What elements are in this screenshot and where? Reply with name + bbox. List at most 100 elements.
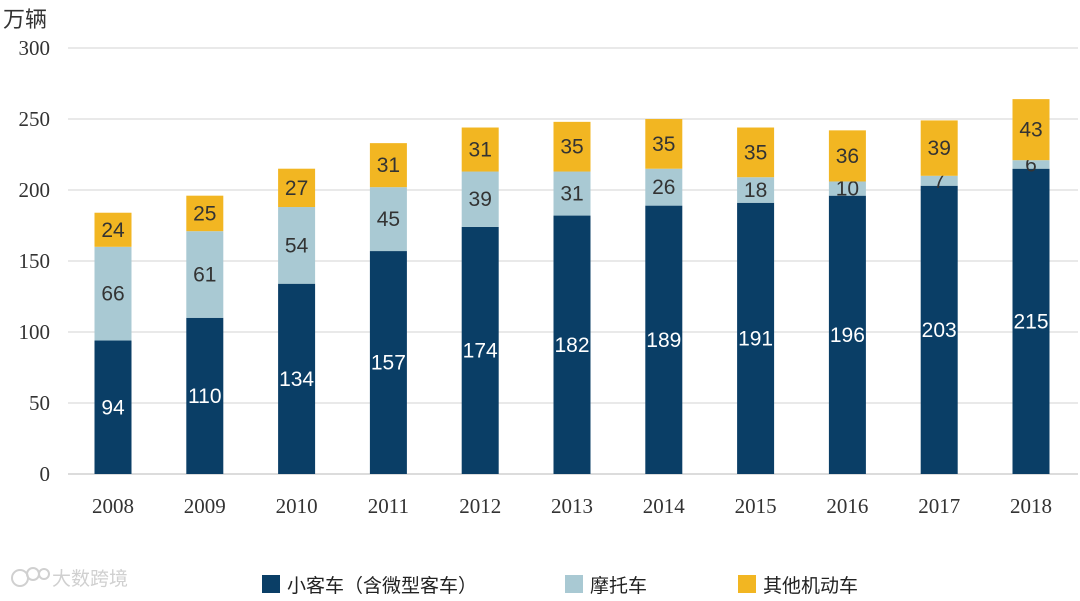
bar-segment (737, 177, 775, 203)
bar-segment (461, 171, 499, 227)
legend-swatch (565, 575, 583, 593)
bar-segment (278, 283, 316, 474)
data-label: 45 (377, 208, 400, 231)
data-label: 43 (1019, 119, 1042, 142)
data-label: 7 (933, 170, 945, 193)
data-label: 27 (285, 177, 308, 200)
legend-label: 小客车（含微型客车） (287, 575, 477, 597)
data-label: 196 (830, 324, 865, 347)
bar-segment (553, 215, 591, 474)
data-label: 182 (554, 334, 589, 357)
legend-swatch (738, 575, 756, 593)
bar-segment (278, 168, 316, 208)
x-tick-label: 2017 (918, 494, 960, 518)
data-label: 6 (1025, 153, 1037, 176)
data-label: 39 (469, 188, 492, 211)
data-label: 39 (928, 137, 951, 160)
bar-segment (94, 340, 132, 474)
bar-segment (369, 187, 407, 252)
data-label: 36 (836, 145, 859, 168)
data-label: 35 (744, 141, 767, 164)
bar-segment (645, 205, 683, 474)
data-label: 189 (646, 329, 681, 352)
watermark-logo-icon (11, 567, 50, 587)
data-label: 94 (101, 396, 125, 419)
bar-segment (461, 226, 499, 474)
x-tick-label: 2012 (459, 494, 501, 518)
bar-group-2017: 203 7 39 (920, 120, 958, 475)
bar-segment (828, 130, 866, 182)
data-label: 61 (193, 263, 216, 286)
y-tick-label: 50 (29, 391, 50, 415)
data-label: 110 (188, 385, 221, 408)
bar-segment (645, 119, 683, 169)
bar-group-2018: 215 6 43 (1012, 99, 1050, 474)
y-axis-ticks: 0 50 100 150 200 250 300 (19, 36, 51, 486)
legend-item: 摩托车 (565, 575, 647, 597)
x-tick-label: 2011 (368, 494, 409, 518)
data-label: 10 (836, 178, 859, 201)
bar-segment (737, 202, 775, 474)
data-label: 191 (738, 327, 773, 350)
data-label: 31 (377, 154, 400, 177)
data-label: 174 (463, 339, 498, 362)
bar-segment (369, 143, 407, 188)
bar-segment (1012, 99, 1050, 161)
x-tick-label: 2013 (551, 494, 593, 518)
bar-segment (186, 231, 224, 318)
data-label: 157 (371, 352, 406, 375)
x-tick-label: 2015 (735, 494, 777, 518)
data-label: 215 (1013, 310, 1048, 333)
x-tick-label: 2010 (276, 494, 318, 518)
data-label: 35 (560, 136, 583, 159)
y-tick-label: 100 (19, 320, 51, 344)
bar-segment (828, 181, 866, 196)
bar-segment (94, 246, 132, 341)
x-tick-label: 2014 (643, 494, 686, 518)
bar-group-2014: 189 26 35 (645, 119, 683, 474)
bar-segment (920, 185, 958, 475)
bar-segment (553, 171, 591, 216)
bar-segment (737, 127, 775, 178)
data-label: 203 (922, 319, 957, 342)
x-axis-ticks: 2008 2009 2010 2011 2012 2013 2014 2015 2016 2017… (92, 494, 1052, 518)
watermark: 大数跨境 (11, 567, 128, 590)
legend-swatch (262, 575, 280, 593)
legend-item: 其他机动车 (738, 575, 858, 597)
bar-group-2015: 191 18 35 (737, 127, 775, 474)
x-tick-label: 2018 (1010, 494, 1052, 518)
bar-segment (828, 195, 866, 474)
bar-segment (645, 168, 683, 206)
bar-segment (94, 212, 132, 247)
bar-segment (1012, 160, 1050, 169)
data-label: 134 (279, 368, 314, 391)
data-label: 31 (469, 139, 492, 162)
bar-group-2013: 182 31 35 (553, 121, 591, 474)
bar-group-2009: 110 61 25 (186, 195, 224, 474)
x-tick-label: 2008 (92, 494, 134, 518)
legend-label: 摩托车 (590, 575, 647, 597)
data-label: 25 (193, 202, 216, 225)
data-label: 26 (652, 176, 675, 199)
bar-segment (1012, 168, 1050, 474)
bar-group-2011: 157 45 31 (369, 143, 407, 474)
legend-label: 其他机动车 (763, 575, 858, 597)
bar-segment (278, 207, 316, 284)
data-label: 24 (101, 219, 125, 242)
bar-segment (186, 195, 224, 232)
watermark-text: 大数跨境 (52, 568, 128, 590)
bars: 94 66 24 110 61 25 134 54 27 157 45 31 174 39 31 182 31 3… (94, 99, 1050, 475)
x-tick-label: 2016 (826, 494, 868, 518)
y-tick-label: 250 (19, 107, 51, 131)
data-label: 66 (101, 283, 124, 306)
bar-segment (369, 251, 407, 474)
y-tick-label: 150 (19, 249, 51, 273)
bar-segment (461, 127, 499, 172)
y-tick-label: 200 (19, 178, 51, 202)
data-label: 31 (560, 183, 583, 206)
data-label: 18 (744, 179, 767, 202)
bar-group-2008: 94 66 24 (94, 212, 132, 474)
data-label: 54 (285, 234, 309, 257)
bar-segment (186, 317, 224, 474)
